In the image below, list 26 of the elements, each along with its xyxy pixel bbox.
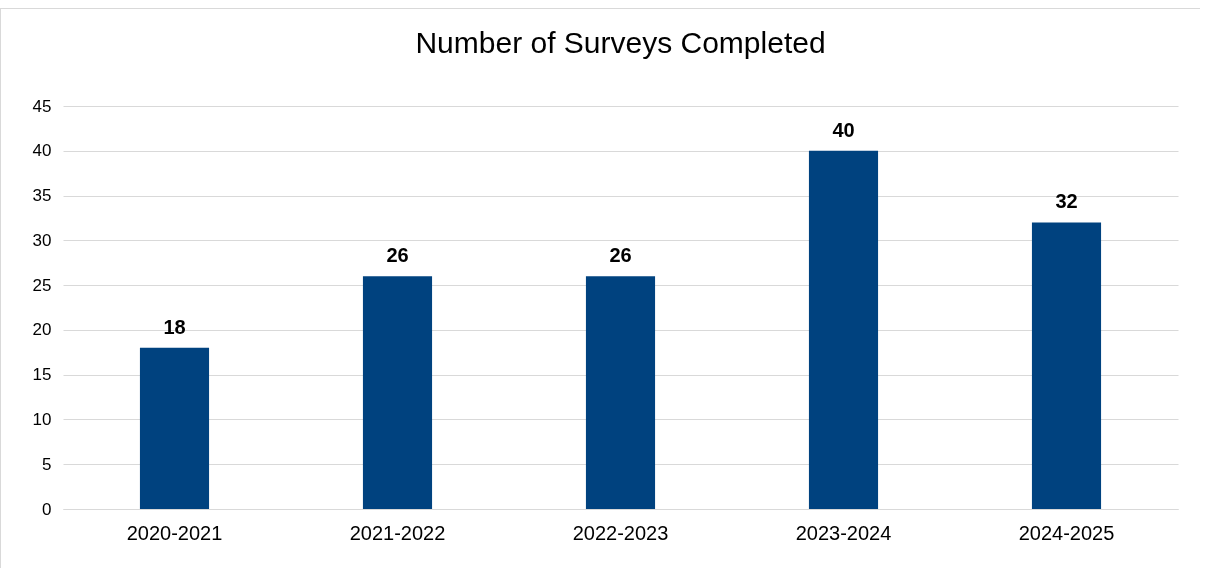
y-tick-label: 0 bbox=[42, 499, 52, 519]
bar bbox=[585, 276, 656, 509]
y-tick-label: 5 bbox=[42, 454, 52, 474]
y-tick-label: 30 bbox=[32, 230, 52, 250]
x-tick-label: 2021-2022 bbox=[349, 521, 446, 544]
bar bbox=[808, 150, 879, 509]
bar bbox=[139, 347, 210, 509]
bar bbox=[362, 276, 433, 509]
data-label: 26 bbox=[386, 244, 409, 267]
y-tick-label: 15 bbox=[32, 365, 52, 385]
y-tick-label: 35 bbox=[32, 186, 52, 206]
x-tick-label: 2024-2025 bbox=[1018, 521, 1115, 544]
data-label: 40 bbox=[832, 118, 855, 141]
y-tick-label: 40 bbox=[32, 141, 52, 161]
bar bbox=[1031, 222, 1102, 509]
x-tick-label: 2022-2023 bbox=[572, 521, 669, 544]
data-label: 32 bbox=[1055, 190, 1078, 213]
y-tick-label: 45 bbox=[32, 96, 52, 116]
y-tick-label: 10 bbox=[32, 409, 52, 429]
chart-title: Number of Surveys Completed bbox=[415, 26, 826, 59]
x-tick-label: 2020-2021 bbox=[126, 521, 223, 544]
y-tick-label: 20 bbox=[32, 320, 52, 340]
x-tick-label: 2023-2024 bbox=[795, 521, 892, 544]
y-tick-label: 25 bbox=[32, 275, 52, 295]
data-label: 18 bbox=[163, 315, 186, 338]
data-label: 26 bbox=[609, 244, 632, 267]
